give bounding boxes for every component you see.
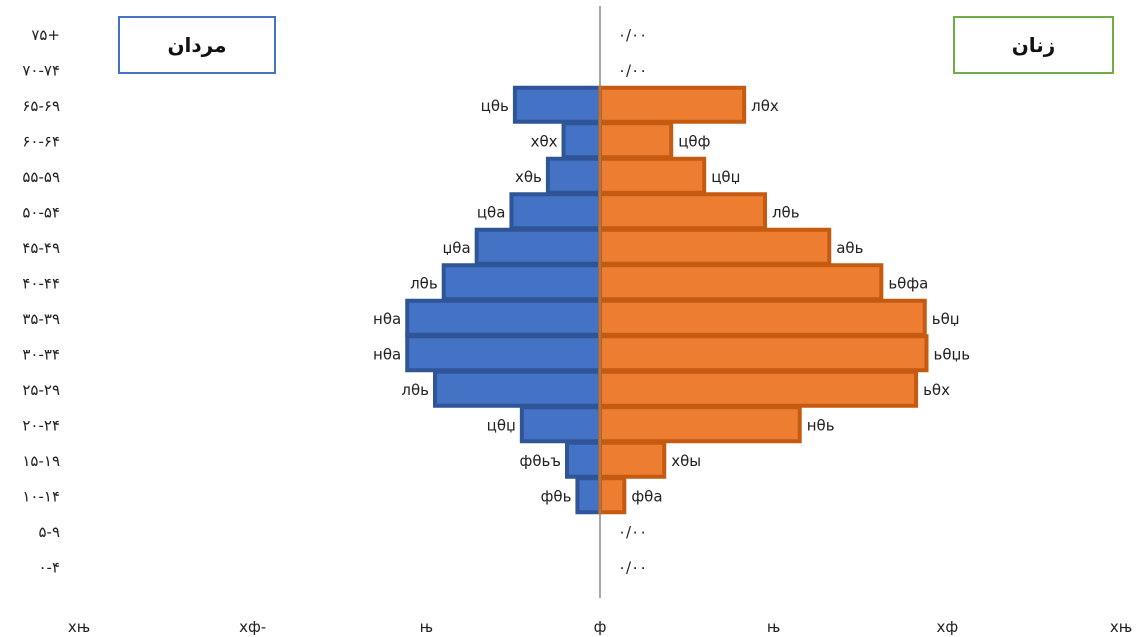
category-label: ۴۵-۴۹ (22, 239, 60, 257)
women-bar (598, 227, 832, 266)
women-bar (598, 405, 802, 444)
men-bar (565, 440, 603, 479)
women-data-label: нθь (807, 416, 835, 434)
men-bar (405, 298, 603, 337)
women-data-label: ۰/۰۰ (618, 523, 647, 541)
x-tick-label: њ (420, 618, 433, 636)
category-label: ۵۰-۵۴ (22, 203, 60, 221)
men-data-label: фθьъ (520, 452, 561, 470)
legend-women-box: زنان (953, 16, 1114, 74)
men-data-label: фθь (541, 487, 572, 505)
men-data-label: џθа (443, 239, 471, 257)
women-bar (598, 263, 884, 302)
x-tick-label: хњ (68, 618, 90, 636)
men-bar (545, 156, 603, 195)
women-data-label: ьθџ (932, 310, 960, 328)
men-data-label: хθх (531, 132, 558, 150)
women-bar (598, 369, 919, 408)
men-data-label: нθа (373, 345, 401, 363)
women-bar (598, 440, 667, 479)
women-data-label: ьθх (923, 381, 950, 399)
x-tick-label: хф (936, 618, 958, 636)
women-bar (598, 85, 747, 124)
women-data-label: хθы (671, 452, 701, 470)
x-tick-label: њ (767, 618, 780, 636)
women-data-label: ьθфа (888, 274, 928, 292)
men-data-label: цθа (477, 203, 506, 221)
women-data-label: ۰/۰۰ (618, 61, 647, 79)
men-bar (519, 405, 602, 444)
women-bar (598, 334, 929, 373)
women-data-label: лθь (772, 203, 800, 221)
women-data-label: цθф (678, 132, 710, 150)
women-data-label: фθа (631, 487, 662, 505)
x-tick-label: хф- (239, 618, 266, 636)
category-label: ۶۵-۶۹ (22, 97, 60, 115)
men-bar (433, 369, 602, 408)
legend-women-label: زنان (1011, 33, 1056, 57)
women-data-label: ۰/۰۰ (618, 558, 647, 576)
men-bar (405, 334, 603, 373)
women-bar (598, 121, 674, 160)
men-bar (474, 227, 602, 266)
category-label: ۶۰-۶۴ (22, 132, 60, 150)
category-label: ۳۰-۳۴ (22, 345, 60, 363)
women-data-label: аθь (836, 239, 863, 257)
category-label: ۳۵-۳۹ (22, 310, 60, 328)
category-label: ۱۰-۱۴ (22, 487, 60, 505)
women-data-label: ьθџь (933, 345, 970, 363)
women-data-label: лθх (751, 97, 779, 115)
men-data-label: лθь (401, 381, 429, 399)
category-label: ۷۵+ (31, 26, 60, 44)
men-data-label: нθа (373, 310, 401, 328)
category-label: ۴۰-۴۴ (22, 274, 60, 292)
men-data-label: цθь (481, 97, 509, 115)
legend-men-label: مردان (167, 33, 227, 57)
category-label: ۷۰-۷۴ (22, 61, 60, 79)
women-data-label: цθџ (711, 168, 740, 186)
category-label: ۲۰-۲۴ (22, 416, 60, 434)
men-data-label: хθь (515, 168, 542, 186)
men-bar (441, 263, 603, 302)
men-bar (575, 476, 603, 515)
women-bar (598, 476, 627, 515)
women-data-label: ۰/۰۰ (618, 26, 647, 44)
men-bar (512, 85, 602, 124)
category-label: ۰-۴ (38, 558, 60, 576)
women-bar (598, 192, 767, 231)
men-data-label: лθь (410, 274, 438, 292)
men-data-label: цθџ (487, 416, 516, 434)
category-label: ۵۵-۵۹ (22, 168, 60, 186)
legend-men-box: مردان (118, 16, 276, 74)
women-bar (598, 298, 927, 337)
x-tick-label: хњ (1110, 618, 1132, 636)
men-bar (561, 121, 603, 160)
men-bar (509, 192, 602, 231)
women-bar (598, 156, 707, 195)
category-label: ۲۵-۲۹ (22, 381, 60, 399)
category-label: ۱۵-۱۹ (22, 452, 60, 470)
category-label: ۵-۹ (38, 523, 60, 541)
x-tick-label: ф (594, 618, 607, 636)
